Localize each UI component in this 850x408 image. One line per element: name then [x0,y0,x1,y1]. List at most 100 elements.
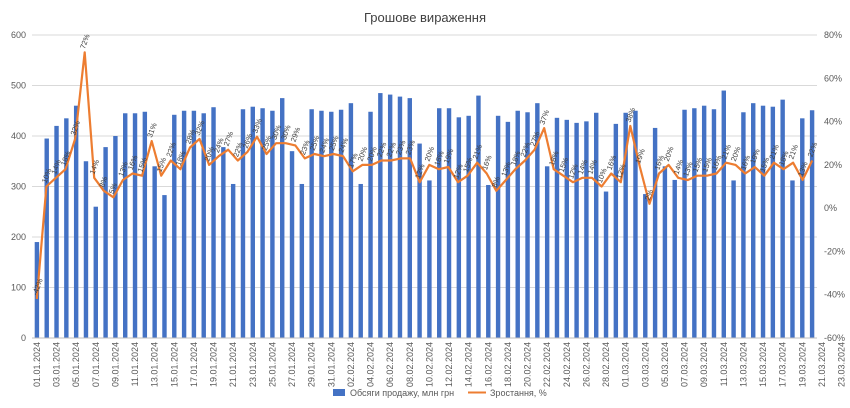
x-tick-label: 26.02.2024 [581,342,591,387]
bar [427,180,432,338]
data-label: 21% [787,143,801,160]
y-right-tick: 60% [824,73,842,83]
x-tick-label: 04.02.2024 [366,342,376,387]
line-series [35,51,814,300]
bar [348,103,354,338]
data-label: 8% [97,175,109,189]
x-tick-label: 27.01.2024 [287,342,297,387]
bar [505,121,511,338]
bar [770,106,776,339]
x-axis: 01.01.2024 03.01.2024 05.01.2024 07.01.2024… [32,337,847,387]
bar [407,98,412,338]
bar [672,179,677,338]
x-tick-label: 09.03.2024 [699,342,709,387]
x-tick-label: 03.01.2024 [52,342,62,387]
bar [486,184,491,338]
data-label: 19% [442,147,456,164]
x-tick-label: 22.02.2024 [542,342,552,387]
x-tick-label: 15.03.2024 [758,342,768,387]
bar [495,115,501,338]
x-tick-label: 21.01.2024 [228,342,238,387]
bar [652,127,658,338]
data-label: 21% [471,143,485,160]
data-labels: -42%10%14%18%32%72%14%8%5%13%16%15%31%15… [30,33,819,297]
bar [437,108,442,338]
bar [221,147,226,338]
bar [250,106,255,339]
bar [613,123,619,338]
x-tick-label: 01.03.2024 [621,342,631,387]
x-tick-label: 25.01.2024 [267,342,277,387]
x-tick-label: 18.02.2024 [503,342,513,387]
x-tick-label: 17.03.2024 [778,342,788,387]
y-right-tick: -60% [824,333,845,343]
bar [594,112,599,339]
y-right-tick: 40% [824,117,842,127]
x-tick-label: 10.02.2024 [424,342,434,387]
data-label: 16% [480,154,494,171]
x-tick-label: 02.02.2024 [346,342,356,387]
data-label: 37% [538,108,552,125]
data-label: 2% [643,188,655,202]
bar [162,195,167,338]
bar [191,110,197,338]
bar [397,96,403,338]
bar [240,109,246,338]
y-left-tick: 400 [11,131,26,141]
bar [172,114,177,338]
bar [378,93,383,338]
bar [623,112,628,339]
x-tick-label: 06.02.2024 [385,342,395,387]
bar [299,183,305,338]
bar [476,95,481,338]
x-tick-label: 23.01.2024 [248,342,258,387]
bar [93,206,98,338]
data-label: 27% [528,130,542,147]
data-label: 14% [88,158,102,175]
bar [270,110,275,338]
bar [103,147,108,338]
bar [83,161,89,338]
legend-line-label: Зростання, % [490,388,547,398]
bar [554,117,560,338]
bar [329,111,334,338]
bar [584,121,589,338]
bar [319,110,324,338]
bar [211,107,216,338]
y-left-tick: 300 [11,182,26,192]
bar [44,138,49,338]
x-tick-label: 09.01.2024 [110,342,120,387]
grid-lines [32,34,817,339]
x-tick-label: 23.03.2024 [837,342,847,387]
bar [201,113,206,339]
bar [152,166,157,338]
x-tick-label: 11.01.2024 [130,342,140,386]
bar [603,191,609,338]
x-tick-label: 13.01.2024 [150,342,160,387]
y-right-tick: -40% [824,290,845,300]
bar [280,98,285,338]
y-left-tick: 500 [11,81,26,91]
bar [515,110,520,338]
x-tick-label: 31.01.2024 [326,342,336,387]
bar [309,109,314,338]
x-tick-label: 21.03.2024 [817,342,827,387]
bar [731,180,736,338]
bar [456,117,462,338]
y-right-tick: 80% [824,30,842,40]
bar [800,118,805,338]
bar-series [34,90,815,339]
y-left-tick: 600 [11,30,26,40]
bar [260,108,265,338]
data-label: 22% [806,141,820,158]
x-tick-label: 05.01.2024 [71,342,81,387]
bar [751,103,756,338]
bar [721,90,726,338]
x-tick-label: 08.02.2024 [405,342,415,387]
bar [525,112,530,338]
bar [181,110,187,338]
x-tick-label: 28.02.2024 [601,342,611,387]
x-tick-label: 20.02.2024 [523,342,533,387]
y-right-tick: 0% [824,203,837,213]
x-tick-label: 17.01.2024 [189,342,199,387]
